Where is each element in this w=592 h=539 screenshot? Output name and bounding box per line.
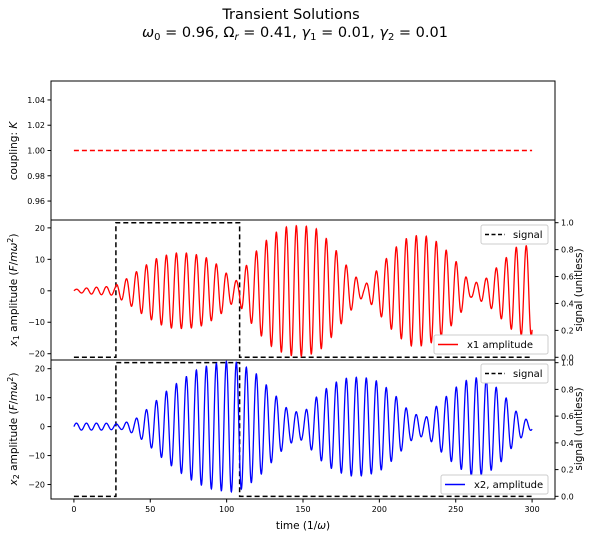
y2-tick-label: 0.8 xyxy=(561,246,574,255)
y-tick-label: 20 xyxy=(35,365,45,374)
x2-y-label: x2 amplitude (F/mω2) xyxy=(6,373,21,487)
figure-subtitle: ω0 = 0.96, Ωr = 0.41, γ1 = 0.01, γ2 = 0.… xyxy=(142,25,448,43)
x2-signal-legend: signal xyxy=(480,363,549,384)
signal-line xyxy=(73,361,533,498)
y2-tick-label: 0.2 xyxy=(561,466,574,475)
y2-tick-label: 1.0 xyxy=(561,359,574,368)
x1-y-ticks: −20 −10 0 10 20 xyxy=(28,224,51,359)
x1-signal-series xyxy=(73,221,533,359)
x2-x-ticks: 0 50 100 150 200 250 300 xyxy=(71,499,540,514)
x1-panel: −20 −10 0 10 20 0.0 0.2 0.4 0.6 0.8 1.0 x1 amplit… xyxy=(6,219,585,363)
amplitude-line xyxy=(73,360,533,494)
x2-amplitude-series xyxy=(73,360,533,494)
x2-amplitude-legend-label: x2, amplitude xyxy=(474,480,543,491)
y-tick-label: −10 xyxy=(28,318,45,327)
x1-y2-ticks: 0.0 0.2 0.4 0.6 0.8 1.0 xyxy=(555,219,574,362)
y-tick-label: 1.04 xyxy=(27,96,45,105)
x1-y-label: x1 amplitude (F/mω2) xyxy=(6,234,21,348)
y-tick-label: 0 xyxy=(40,423,45,432)
coupling-y-label: coupling: K xyxy=(8,121,20,181)
x-tick-label: 150 xyxy=(295,505,310,514)
y2-tick-label: 0.6 xyxy=(561,273,574,282)
x1-signal-legend: signal xyxy=(480,224,549,245)
y2-tick-label: 0.4 xyxy=(561,299,574,308)
x2-signal-legend-label: signal xyxy=(513,369,543,380)
x-tick-label: 100 xyxy=(219,505,234,514)
x2-amplitude-legend: x2, amplitude xyxy=(440,474,549,495)
y2-tick-label: 0.0 xyxy=(561,353,574,362)
x-tick-label: 250 xyxy=(448,505,463,514)
y-tick-label: −20 xyxy=(28,481,45,490)
signal-line xyxy=(73,221,533,359)
x-tick-label: 200 xyxy=(372,505,387,514)
y2-tick-label: 0.4 xyxy=(561,439,574,448)
amplitude-line xyxy=(73,224,533,358)
x2-signal-series xyxy=(73,361,533,498)
x1-y2-label: signal (unitless) xyxy=(573,248,585,331)
figure-title: Transient Solutions xyxy=(221,7,359,23)
x1-signal-legend-label: signal xyxy=(513,230,543,241)
x2-y-ticks: −20 −10 0 10 20 xyxy=(28,365,51,490)
y2-tick-label: 0.6 xyxy=(561,412,574,421)
x2-panel: −20 −10 0 10 20 0.0 0.2 0.4 0.6 0.8 1.0 0 50 100 150… xyxy=(6,359,585,532)
y2-tick-label: 0.2 xyxy=(561,326,574,335)
coupling-y-ticks: 0.96 0.98 1.00 1.02 1.04 xyxy=(27,96,51,206)
y-tick-label: 0.96 xyxy=(27,197,45,206)
y2-tick-label: 0.8 xyxy=(561,385,574,394)
y-tick-label: 10 xyxy=(35,394,45,403)
x-tick-label: 50 xyxy=(145,505,155,514)
y2-tick-label: 1.0 xyxy=(561,219,574,228)
x1-amplitude-legend-label: x1 amplitude xyxy=(467,340,533,351)
y-tick-label: 20 xyxy=(35,224,45,233)
x2-axes-frame xyxy=(50,359,556,500)
coupling-panel: 0.96 0.98 1.00 1.02 1.04 coupling: K xyxy=(8,80,556,221)
y-tick-label: 0.98 xyxy=(27,172,45,181)
x-tick-label: 300 xyxy=(524,505,539,514)
x2-y2-label: signal (unitless) xyxy=(573,387,585,470)
y-tick-label: 1.02 xyxy=(27,121,45,130)
y-tick-label: 1.00 xyxy=(27,147,45,156)
x-tick-label: 0 xyxy=(71,505,76,514)
x-axis-label: time (1/ω) xyxy=(276,520,330,532)
y-tick-label: −10 xyxy=(28,452,45,461)
y-tick-label: −20 xyxy=(28,350,45,359)
x1-amplitude-series xyxy=(73,224,533,358)
y-tick-label: 0 xyxy=(40,287,45,296)
x2-y2-ticks: 0.0 0.2 0.4 0.6 0.8 1.0 xyxy=(555,359,574,501)
y2-tick-label: 0.0 xyxy=(561,492,574,501)
x1-amplitude-legend: x1 amplitude xyxy=(433,334,549,355)
y-tick-label: 10 xyxy=(35,255,45,264)
